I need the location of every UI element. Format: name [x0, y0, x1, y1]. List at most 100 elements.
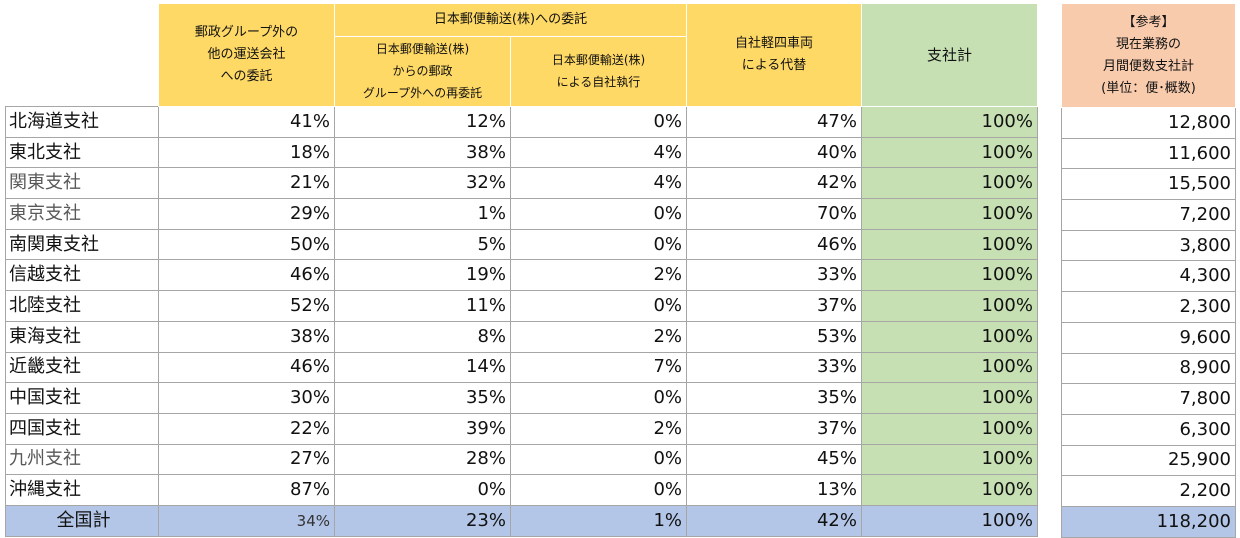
reference-row: 7,800	[1061, 383, 1236, 415]
reference-row: 7,200	[1061, 199, 1236, 231]
national-total-row: 全国計 34% 23% 1% 42% 100%	[5, 504, 1038, 537]
monthly-trips-cell: 8,900	[1061, 352, 1236, 385]
header-jp-group-label: 日本郵便輸送(株)への委託	[433, 12, 588, 27]
other-carrier-cell: 27%	[158, 443, 335, 476]
branch-total-cell: 100%	[861, 504, 1038, 537]
self-execution-cell: 4%	[510, 136, 687, 169]
branch-name-cell: 沖縄支社	[5, 474, 159, 506]
monthly-trips-cell: 7,200	[1061, 199, 1236, 231]
branch-total-cell: 100%	[861, 351, 1038, 384]
resubcontract-cell: 8%	[334, 320, 511, 353]
table-row: 北陸支社 52% 11% 0% 37% 100%	[5, 290, 1038, 322]
branch-table: 郵政グループ外の 他の運送会社 への委託 日本郵便輸送(株)への委託 自社軽四車…	[5, 3, 1038, 537]
self-execution-cell: 2%	[510, 320, 687, 353]
branch-name-cell: 九州支社	[5, 443, 159, 476]
other-carrier-cell: 38%	[158, 320, 335, 353]
reference-row: 8,900	[1061, 352, 1236, 385]
resubcontract-cell: 14%	[334, 351, 511, 384]
own-vehicle-cell: 45%	[686, 443, 862, 476]
table-row: 東京支社 29% 1% 0% 70% 100%	[5, 198, 1038, 230]
own-vehicle-cell: 33%	[686, 259, 862, 292]
other-carrier-cell: 22%	[158, 412, 335, 445]
total-label-cell: 全国計	[5, 504, 159, 537]
resubcontract-cell: 35%	[334, 382, 511, 414]
branch-name-cell: 信越支社	[5, 259, 159, 292]
other-carrier-cell: 18%	[158, 136, 335, 169]
monthly-trips-cell: 12,800	[1061, 107, 1236, 139]
branch-name-cell: 中国支社	[5, 382, 159, 414]
resubcontract-cell: 23%	[334, 504, 511, 537]
table-row: 沖縄支社 87% 0% 0% 13% 100%	[5, 474, 1038, 506]
self-execution-cell: 7%	[510, 351, 687, 384]
table-row: 東海支社 38% 8% 2% 53% 100%	[5, 320, 1038, 353]
monthly-trips-cell: 15,500	[1061, 168, 1236, 201]
branch-name-cell: 東北支社	[5, 136, 159, 169]
resubcontract-cell: 11%	[334, 290, 511, 322]
other-carrier-cell: 34%	[158, 504, 335, 537]
branch-total-cell: 100%	[861, 290, 1038, 322]
header-resubcontract-label: 日本郵便輸送(株) からの郵政 グループ外への再委託	[362, 41, 483, 100]
monthly-trips-cell: 4,300	[1061, 260, 1236, 293]
reference-row: 15,500	[1061, 168, 1236, 201]
header-resubcontract: 日本郵便輸送(株) からの郵政 グループ外への再委託	[334, 36, 511, 107]
branch-name-cell: 関東支社	[5, 167, 159, 200]
header-other-carrier-label: 郵政グループ外の 他の運送会社 への委託	[194, 25, 299, 84]
resubcontract-cell: 5%	[334, 228, 511, 261]
monthly-trips-cell: 9,600	[1061, 321, 1236, 354]
branch-name-cell: 北陸支社	[5, 290, 159, 322]
monthly-trips-cell: 7,800	[1061, 383, 1236, 415]
reference-row: 3,800	[1061, 229, 1236, 262]
branch-name-cell: 北海道支社	[5, 106, 159, 138]
own-vehicle-cell: 13%	[686, 474, 862, 506]
branch-name-cell: 近畿支社	[5, 351, 159, 384]
monthly-trips-cell: 2,200	[1061, 475, 1236, 507]
corner-cell	[5, 3, 159, 107]
branch-total-cell: 100%	[861, 412, 1038, 445]
resubcontract-cell: 0%	[334, 474, 511, 506]
resubcontract-cell: 19%	[334, 259, 511, 292]
reference-total-row: 118,200	[1061, 505, 1236, 538]
self-execution-cell: 1%	[510, 504, 687, 537]
reference-row: 6,300	[1061, 413, 1236, 446]
other-carrier-cell: 21%	[158, 167, 335, 200]
reference-row: 12,800	[1061, 107, 1236, 139]
resubcontract-cell: 38%	[334, 136, 511, 169]
monthly-trips-cell: 2,300	[1061, 291, 1236, 323]
self-execution-cell: 0%	[510, 290, 687, 322]
header-jp-group: 日本郵便輸送(株)への委託	[334, 3, 687, 37]
branch-name-cell: 東京支社	[5, 198, 159, 230]
self-execution-cell: 0%	[510, 198, 687, 230]
branch-total-cell: 100%	[861, 382, 1038, 414]
branch-total-cell: 100%	[861, 198, 1038, 230]
header-self-execution-label: 日本郵便輸送(株) による自社執行	[551, 52, 646, 89]
header-other-carrier: 郵政グループ外の 他の運送会社 への委託	[158, 3, 335, 107]
header-self-execution: 日本郵便輸送(株) による自社執行	[510, 36, 687, 107]
own-vehicle-cell: 42%	[686, 504, 862, 537]
branch-total-cell: 100%	[861, 106, 1038, 138]
header-own-vehicle: 自社軽四車両 による代替	[686, 3, 862, 107]
other-carrier-cell: 46%	[158, 259, 335, 292]
branch-total-cell: 100%	[861, 259, 1038, 292]
reference-row: 25,900	[1061, 444, 1236, 477]
other-carrier-cell: 29%	[158, 198, 335, 230]
table-row: 四国支社 22% 39% 2% 37% 100%	[5, 412, 1038, 445]
other-carrier-cell: 41%	[158, 106, 335, 138]
branch-name-cell: 南関東支社	[5, 228, 159, 261]
table-row: 南関東支社 50% 5% 0% 46% 100%	[5, 228, 1038, 261]
own-vehicle-cell: 53%	[686, 320, 862, 353]
other-carrier-cell: 46%	[158, 351, 335, 384]
table-row: 信越支社 46% 19% 2% 33% 100%	[5, 259, 1038, 292]
reference-rows: 12,800 11,600 15,500 7,200 3,800 4,300 2,300 9,…	[1061, 107, 1236, 538]
branch-name-cell: 四国支社	[5, 412, 159, 445]
resubcontract-cell: 39%	[334, 412, 511, 445]
own-vehicle-cell: 37%	[686, 290, 862, 322]
header-branch-total-label: 支社計	[926, 46, 972, 64]
branch-name-cell: 東海支社	[5, 320, 159, 353]
table-row: 東北支社 18% 38% 4% 40% 100%	[5, 136, 1038, 169]
self-execution-cell: 0%	[510, 228, 687, 261]
table-row: 近畿支社 46% 14% 7% 33% 100%	[5, 351, 1038, 384]
monthly-trips-cell: 118,200	[1061, 505, 1236, 538]
table-row: 九州支社 27% 28% 0% 45% 100%	[5, 443, 1038, 476]
branch-total-cell: 100%	[861, 228, 1038, 261]
